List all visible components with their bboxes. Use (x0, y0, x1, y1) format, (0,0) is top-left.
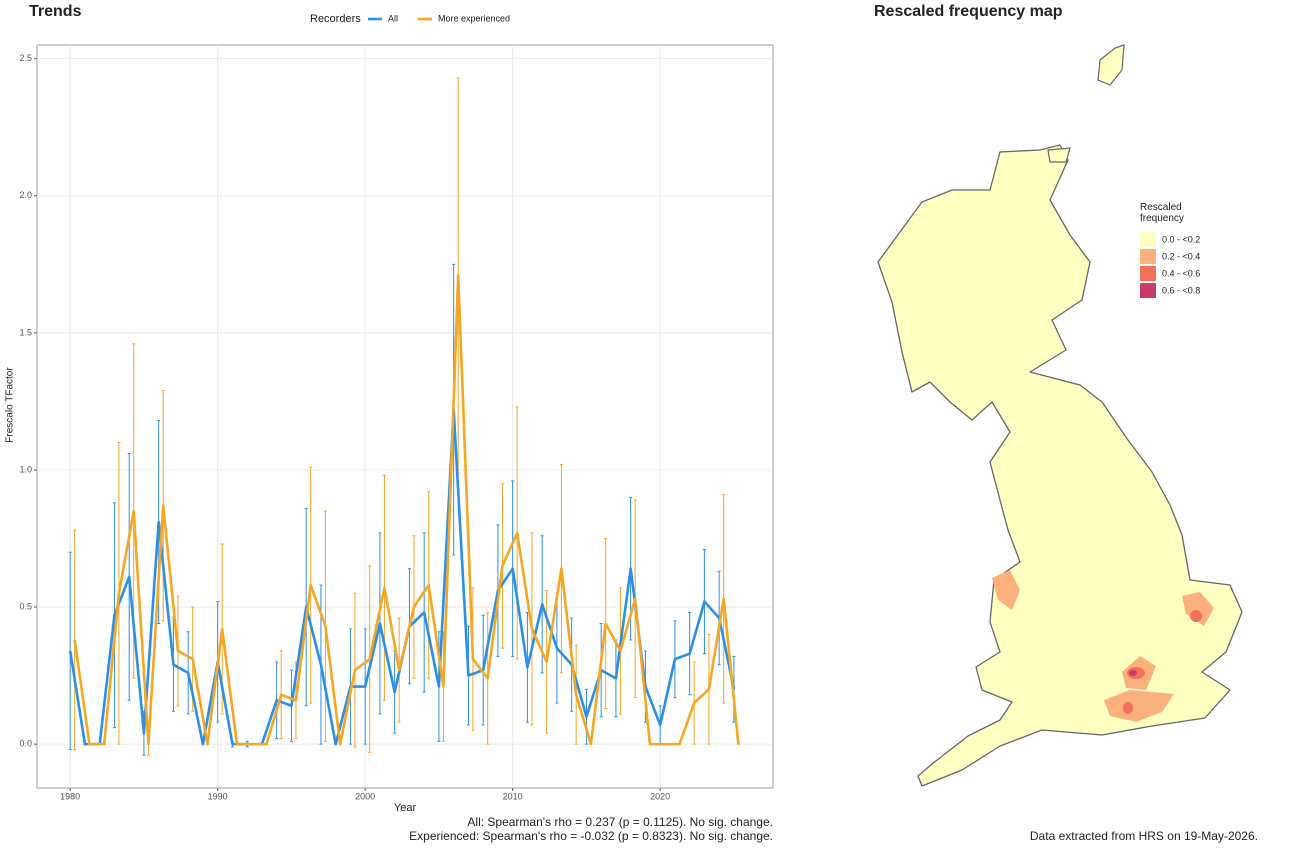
x-tick-label: 2020 (650, 791, 670, 801)
map-hotspot (1190, 610, 1202, 622)
x-tick-label: 1980 (60, 791, 80, 801)
map-hotspot (1104, 690, 1174, 722)
map-legend-label: 0.4 - <0.6 (1162, 268, 1200, 278)
map-hotspot (992, 570, 1020, 610)
map-legend-title: Rescaled frequency (1140, 202, 1184, 224)
series-line (73, 274, 740, 746)
map-island (1097, 44, 1125, 86)
y-tick-label: 2.0 (19, 190, 32, 200)
x-axis-label: Year (394, 802, 417, 814)
x-tick-label: 1990 (208, 791, 228, 801)
y-tick-label: 2.5 (19, 53, 32, 63)
map-footer: Data extracted from HRS on 19-May-2026. (1030, 829, 1258, 843)
map-hotspot (1129, 670, 1137, 676)
map (877, 44, 1243, 787)
map-legend-swatch (1140, 266, 1156, 281)
map-legend-swatch (1140, 232, 1156, 247)
y-tick-label: 1.5 (19, 327, 32, 337)
map-legend-label: 0.2 - <0.4 (1162, 251, 1200, 261)
y-tick-label: 1.0 (19, 464, 32, 474)
map-land (877, 144, 1243, 787)
map-legend-label: 0.0 - <0.2 (1162, 234, 1200, 244)
x-tick-label: 2000 (355, 791, 375, 801)
plot-panel (36, 44, 774, 789)
map-legend-label: 0.6 - <0.8 (1162, 285, 1200, 295)
y-axis-label: Frescalo TFactor (5, 367, 16, 443)
y-tick-label: 0.5 (19, 601, 32, 611)
legend-label: All (388, 13, 398, 23)
map-title: Rescaled frequency map (874, 3, 1063, 20)
legend-label: More experienced (438, 13, 510, 23)
y-tick-label: 0.0 (19, 739, 32, 749)
chart-title: Trends (29, 3, 82, 20)
legend-title: Recorders (310, 13, 361, 25)
note: Experienced: Spearman's rho = -0.032 (p … (409, 829, 773, 843)
note: All: Spearman's rho = 0.237 (p = 0.1125)… (467, 815, 773, 829)
map-island (1047, 147, 1071, 163)
map-hotspot (1182, 592, 1214, 626)
map-legend-swatch (1140, 283, 1156, 298)
map-hotspot (1123, 702, 1133, 714)
x-tick-label: 2010 (503, 791, 523, 801)
map-legend-swatch (1140, 249, 1156, 264)
